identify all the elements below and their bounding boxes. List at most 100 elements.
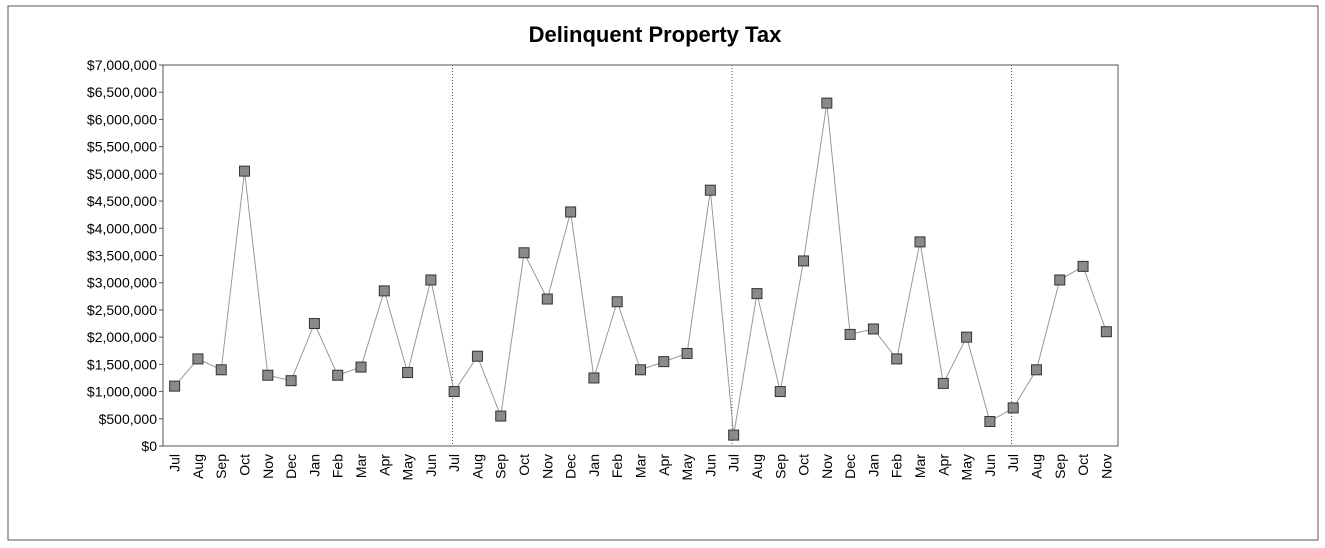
x-tick-label: Sep <box>213 454 229 479</box>
y-tick-label: $4,500,000 <box>87 193 157 209</box>
chart-frame <box>7 5 1319 541</box>
marker <box>588 372 600 384</box>
marker <box>239 165 251 177</box>
y-tick-label: $5,000,000 <box>87 166 157 182</box>
marker <box>378 285 390 297</box>
marker <box>308 318 320 330</box>
marker <box>1054 274 1066 286</box>
x-tick-label: Nov <box>1098 454 1114 479</box>
y-tick-label: $6,500,000 <box>87 84 157 100</box>
x-tick-label: Feb <box>330 454 346 478</box>
x-tick-label: Jun <box>702 454 718 477</box>
y-tick-label: $7,000,000 <box>87 57 157 73</box>
x-tick-label: May <box>959 454 975 480</box>
marker <box>262 369 274 381</box>
marker <box>1077 260 1089 272</box>
x-tick-label: Oct <box>1075 454 1091 476</box>
x-tick-label: Jul <box>446 454 462 472</box>
x-tick-label: Jan <box>586 454 602 477</box>
marker <box>1007 402 1019 414</box>
x-tick-label: Jan <box>865 454 881 477</box>
marker <box>518 247 530 259</box>
marker <box>425 274 437 286</box>
x-tick-label: Aug <box>1028 454 1044 479</box>
x-tick-label: Apr <box>935 454 951 476</box>
x-tick-label: Jun <box>423 454 439 477</box>
x-tick-label: Oct <box>516 454 532 476</box>
marker <box>541 293 553 305</box>
x-tick-label: Aug <box>749 454 765 479</box>
marker <box>774 386 786 398</box>
x-tick-label: Apr <box>376 454 392 476</box>
x-tick-label: May <box>400 454 416 480</box>
x-tick-label: Dec <box>563 454 579 479</box>
marker <box>285 375 297 387</box>
marker <box>495 410 507 422</box>
marker <box>984 416 996 428</box>
marker <box>844 328 856 340</box>
x-tick-label: Sep <box>772 454 788 479</box>
x-tick-label: Nov <box>539 454 555 479</box>
y-tick-label: $3,000,000 <box>87 275 157 291</box>
marker <box>658 356 670 368</box>
marker <box>332 369 344 381</box>
marker <box>192 353 204 365</box>
x-tick-label: Feb <box>889 454 905 478</box>
x-tick-label: Jun <box>982 454 998 477</box>
marker <box>867 323 879 335</box>
y-tick-label: $6,000,000 <box>87 111 157 127</box>
marker <box>961 331 973 343</box>
marker <box>937 377 949 389</box>
marker <box>821 97 833 109</box>
x-tick-label: Sep <box>493 454 509 479</box>
marker <box>635 364 646 376</box>
x-tick-label: Mar <box>912 454 928 478</box>
marker <box>751 288 763 300</box>
y-tick-label: $4,000,000 <box>87 220 157 236</box>
y-tick-label: $0 <box>141 438 157 454</box>
x-tick-label: Jul <box>726 454 742 472</box>
plot-area <box>162 64 1119 447</box>
x-tick-label: Mar <box>633 454 649 478</box>
marker <box>728 429 740 441</box>
marker <box>1100 326 1112 338</box>
x-tick-label: Feb <box>609 454 625 478</box>
x-tick-label: May <box>679 454 695 480</box>
data-line <box>174 103 1107 436</box>
marker <box>471 350 483 362</box>
marker <box>798 255 810 267</box>
marker <box>891 353 903 365</box>
y-tick-label: $1,500,000 <box>87 356 157 372</box>
marker <box>215 364 227 376</box>
x-tick-label: Sep <box>1052 454 1068 479</box>
x-tick-label: Nov <box>819 454 835 479</box>
marker <box>402 367 414 379</box>
x-tick-label: Oct <box>237 454 253 476</box>
marker <box>914 236 926 248</box>
x-tick-label: Apr <box>656 454 672 476</box>
x-tick-label: Jul <box>167 454 183 472</box>
y-tick-label: $5,500,000 <box>87 139 157 155</box>
x-tick-label: Aug <box>469 454 485 479</box>
marker <box>448 386 460 398</box>
x-tick-label: Dec <box>842 454 858 479</box>
y-tick-label: $3,500,000 <box>87 248 157 264</box>
x-tick-label: Dec <box>283 454 299 479</box>
marker <box>681 347 693 359</box>
x-tick-label: Mar <box>353 454 369 478</box>
x-tick-label: Nov <box>260 454 276 479</box>
marker <box>704 184 716 196</box>
x-tick-label: Jul <box>1005 454 1021 472</box>
x-tick-label: Oct <box>796 454 812 476</box>
marker <box>169 380 181 392</box>
marker <box>1030 364 1042 376</box>
y-tick-label: $2,500,000 <box>87 302 157 318</box>
marker <box>611 296 623 308</box>
x-tick-label: Jan <box>306 454 322 477</box>
marker <box>565 206 577 218</box>
y-tick-label: $2,000,000 <box>87 329 157 345</box>
y-tick-label: $1,000,000 <box>87 384 157 400</box>
y-tick-label: $500,000 <box>99 411 158 427</box>
x-tick-label: Aug <box>190 454 206 479</box>
